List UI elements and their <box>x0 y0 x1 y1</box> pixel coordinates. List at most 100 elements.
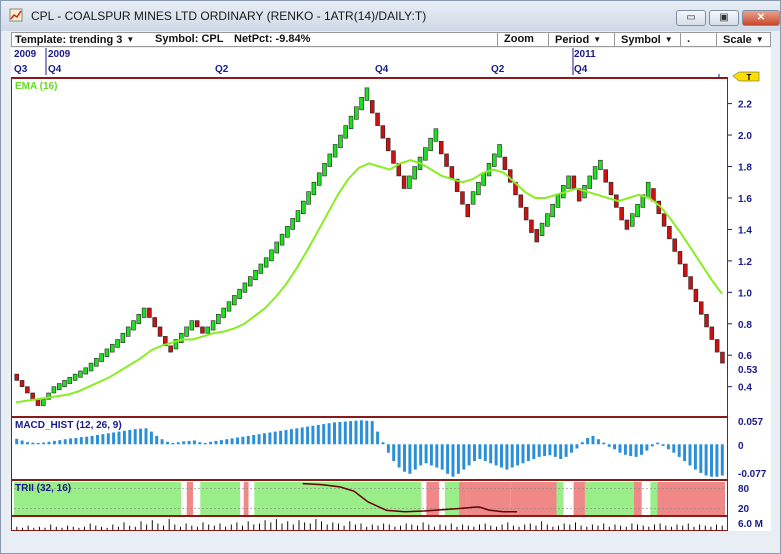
time-axis: 2009 2009 2011 Q3 Q4 Q2 Q4 Q2 Q4 <box>11 48 728 78</box>
renko-brick-up <box>94 358 99 367</box>
trii-segment <box>510 482 557 515</box>
restore-button[interactable]: ▣ <box>709 10 739 26</box>
renko-brick-down <box>19 380 25 387</box>
trii-segment <box>444 482 460 515</box>
renko-brick-up <box>343 125 348 139</box>
renko-brick-up <box>232 295 237 306</box>
trii-background <box>14 482 725 515</box>
panel-frames <box>11 78 728 531</box>
renko-brick-up <box>173 339 179 350</box>
symbol-readout: Symbol: CPL <box>155 33 224 45</box>
renko-brick-down <box>698 301 704 315</box>
macd-label: MACD_HIST (12, 26, 9) <box>15 420 122 431</box>
renko-brick-down <box>672 238 677 252</box>
renko-brick-down <box>444 153 449 167</box>
quarter-label: Q3 <box>14 64 28 75</box>
trii-segment <box>181 482 187 515</box>
price-tick-label: 0.8 <box>738 320 752 331</box>
scale-label: Scale <box>723 34 752 46</box>
renko-brick-up <box>332 144 338 158</box>
title-bar[interactable]: CPL - COALSPUR MINES LTD ORDINARY (RENKO… <box>1 1 780 31</box>
price-tick-label: 2.2 <box>738 100 752 111</box>
price-tick-label: 2.0 <box>738 131 752 142</box>
renko-brick-up <box>407 175 412 189</box>
trii-segment <box>573 482 585 515</box>
renko-brick-down <box>624 219 630 230</box>
chevron-down-icon: ▼ <box>593 35 602 44</box>
renko-brick-up <box>125 326 131 337</box>
renko-brick-down <box>608 181 614 196</box>
renko-brick-down <box>688 276 693 290</box>
renko-brick-up <box>226 301 232 312</box>
renko-brick-up <box>587 175 593 189</box>
renko-brick-up <box>56 383 62 391</box>
renko-brick-up <box>592 166 598 180</box>
quarter-label: Q4 <box>574 64 588 75</box>
renko-brick-up <box>263 257 269 268</box>
template-dropdown[interactable]: Template: trending 3 ▼ <box>15 33 134 46</box>
renko-brick-up <box>629 213 635 227</box>
renko-brick-up <box>566 175 571 189</box>
renko-brick-down <box>157 326 163 337</box>
renko-brick-down <box>661 213 667 227</box>
chart-area[interactable]: 2009 2009 2011 Q3 Q4 Q2 Q4 Q2 Q4 <box>11 48 771 531</box>
macd-histogram <box>15 420 724 477</box>
price-tick-label: 0.4 <box>738 383 752 394</box>
trii-segment <box>254 482 422 515</box>
symbol-menu-label: Symbol <box>621 34 661 46</box>
renko-brick-up <box>178 332 184 343</box>
renko-brick-up <box>645 181 651 199</box>
renko-brick-up <box>216 314 221 325</box>
status-strip <box>11 532 771 552</box>
renko-brick-down <box>704 314 709 328</box>
trii-line <box>302 482 517 513</box>
renko-brick-up <box>412 166 417 180</box>
options-dropdown[interactable]: . <box>680 33 703 46</box>
chevron-down-icon: ▼ <box>664 35 673 44</box>
renko-brick-up <box>269 249 274 262</box>
renko-brick-up <box>545 213 550 227</box>
trii-segment <box>248 482 255 515</box>
renko-brick-up <box>285 225 290 238</box>
renko-brick-down <box>168 345 173 353</box>
renko-brick-up <box>242 282 248 293</box>
renko-brick-up <box>67 376 73 384</box>
quarter-label: Q2 <box>215 64 229 75</box>
chevron-down-icon: ▼ <box>126 35 135 44</box>
quarter-label: Q2 <box>491 64 505 75</box>
minimize-button[interactable]: ▭ <box>676 10 706 26</box>
price-tick-label: 0.6 <box>738 351 752 362</box>
trii-segment <box>633 482 642 515</box>
renko-brick-up <box>348 115 354 130</box>
period-dropdown[interactable]: Period ▼ <box>548 33 615 46</box>
renko-brick-up <box>99 353 104 362</box>
price-tick-label: 1.8 <box>738 163 752 174</box>
renko-brick-down <box>200 326 205 334</box>
renko-brick-down <box>529 219 534 233</box>
trii-label: TRII (32, 16) <box>15 483 71 494</box>
chart-canvas[interactable]: 2009 2009 2011 Q3 Q4 Q2 Q4 Q2 Q4 <box>11 48 771 531</box>
renko-brick-up <box>322 163 327 177</box>
renko-brick-up <box>120 332 126 343</box>
trii-segment <box>200 482 241 515</box>
renko-brick-down <box>380 125 386 139</box>
price-tick-label: 1.6 <box>738 194 752 205</box>
trii-segment <box>426 482 440 515</box>
year-label: 2011 <box>574 49 596 60</box>
template-label: Template: trending 3 <box>15 34 123 46</box>
renko-brick-down <box>460 191 465 205</box>
year-label: 2009 <box>48 49 71 60</box>
window-title: CPL - COALSPUR MINES LTD ORDINARY (RENKO… <box>31 9 427 23</box>
renko-brick-down <box>465 203 471 218</box>
close-button[interactable]: ✕ <box>742 10 780 26</box>
renko-brick-down <box>518 194 524 208</box>
renko-brick-up <box>423 147 428 161</box>
symbol-dropdown[interactable]: Symbol ▼ <box>614 33 683 46</box>
zoom-button[interactable]: Zoom <box>497 33 550 46</box>
volume-label: 6.0 M <box>738 519 763 530</box>
trii-tick: 80 <box>738 484 750 495</box>
renko-brick-up <box>497 144 502 158</box>
renko-brick-down <box>523 207 529 221</box>
last-price-label: 0.53 <box>738 365 758 376</box>
scale-dropdown[interactable]: Scale ▼ <box>716 33 773 46</box>
